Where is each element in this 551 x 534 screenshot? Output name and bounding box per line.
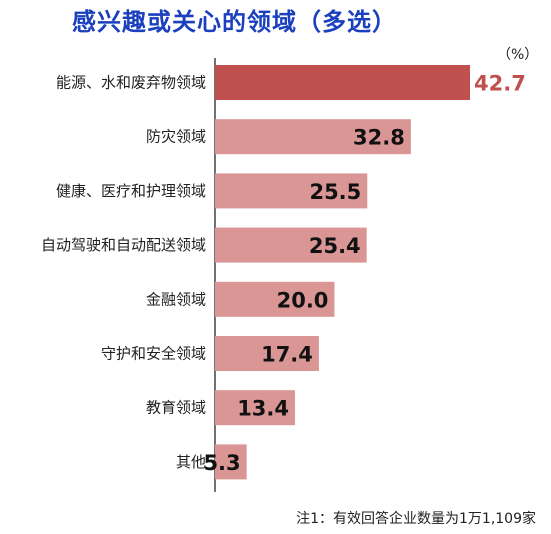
bar-6 <box>215 390 296 426</box>
value-label: 32.8 <box>353 126 405 150</box>
value-label: 17.4 <box>261 343 313 367</box>
value-label: 25.4 <box>309 234 361 258</box>
unit-label: （%） <box>497 47 539 63</box>
value-label: 13.4 <box>237 397 289 421</box>
bar-3 <box>215 227 367 263</box>
category-label: 能源、水和废弃物领域 <box>56 74 206 92</box>
category-label: 健康、医疗和护理领域 <box>56 182 206 200</box>
bar-7 <box>215 444 247 480</box>
value-label: 5.3 <box>203 451 240 475</box>
value-label: 42.7 <box>474 72 526 96</box>
value-label: 20.0 <box>277 288 329 312</box>
category-label: 守护和安全领域 <box>101 345 206 363</box>
category-label: 金融领域 <box>146 290 206 308</box>
bar-0 <box>215 65 470 100</box>
value-label: 25.5 <box>309 180 361 204</box>
footnote: 注1：有效回答企业数量为1万1,109家 <box>296 511 536 527</box>
bar-2 <box>215 173 368 209</box>
bar-5 <box>215 336 319 371</box>
category-label: 自动驾驶和自动配送领域 <box>41 236 206 254</box>
category-label: 教育领域 <box>146 399 206 417</box>
category-label: 防灾领域 <box>146 128 206 146</box>
chart-title: 感兴趣或关心的领域（多选） <box>72 8 397 36</box>
bar-4 <box>215 281 335 317</box>
category-label: 其他 <box>176 453 206 471</box>
bar-1 <box>215 119 411 155</box>
